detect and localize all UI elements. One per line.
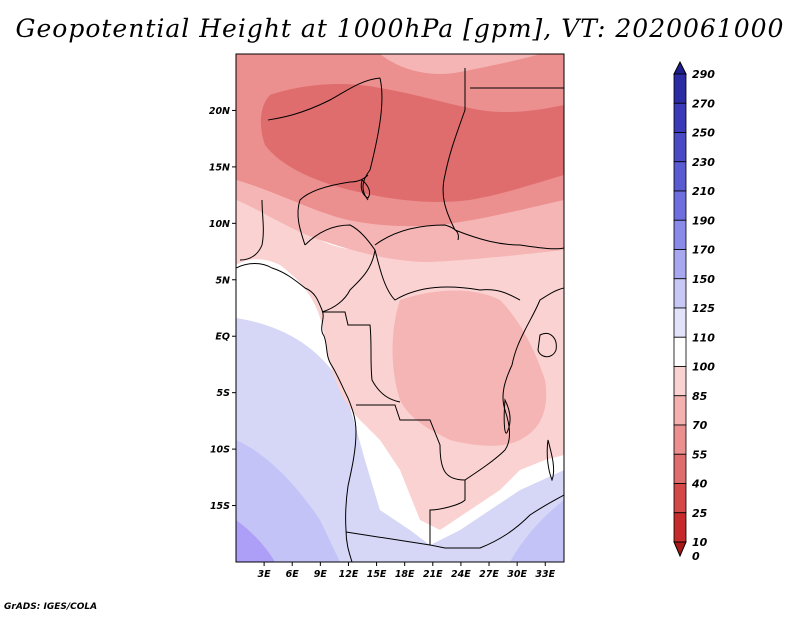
border-chad-car [374, 224, 459, 246]
lake-victoria [537, 333, 557, 358]
colorbar-label: 100 [692, 361, 715, 374]
colorbar-segment [673, 512, 687, 543]
border-drc-angola [356, 404, 466, 481]
colorbar-label: 0 [692, 550, 700, 563]
lon-label: 12E [339, 569, 359, 580]
lon-label: 3E [258, 569, 272, 580]
lat-label: 15N [209, 162, 230, 173]
colorbar-label: 85 [692, 390, 708, 403]
border-nigeria-niger [267, 77, 381, 121]
coastline [236, 263, 357, 562]
field-region-c110 [360, 420, 564, 545]
lon-label: 18E [395, 569, 415, 580]
chart-title: Geopotential Height at 1000hPa [gpm], VT… [15, 14, 785, 43]
colorbar-label: 190 [692, 214, 715, 227]
field-region-c150 [236, 440, 340, 562]
field-region-c150b [510, 500, 564, 562]
lon-label: 30E [507, 569, 527, 580]
lat-label: 5N [215, 275, 230, 286]
colorbar-segment [673, 73, 687, 104]
plot-frame [235, 53, 565, 563]
colorbar-segment [673, 278, 687, 309]
border-zambia-drc [464, 364, 513, 481]
latitude-axis: 20N 15N 10N 5N EQ 5S 10S 15S [209, 106, 236, 512]
field-region-c85b [236, 180, 564, 262]
lat-label: 10S [210, 445, 230, 456]
colorbar-segment [673, 424, 687, 455]
colorbar-segment [673, 366, 687, 397]
colorbar-label: 150 [692, 273, 715, 286]
border-sudan-ssudan [454, 229, 564, 250]
colorbar-label: 40 [691, 478, 708, 491]
lon-label: 27E [479, 569, 499, 580]
border-car-drc [374, 249, 521, 301]
colorbar-segment [673, 453, 687, 484]
border-namibia [345, 531, 431, 546]
colorbar-segment [673, 336, 687, 367]
colorbar-label: 250 [692, 127, 715, 140]
colorbar-segment [673, 395, 687, 426]
colorbar-label: 290 [692, 68, 715, 81]
lat-label: EQ [215, 332, 230, 343]
lon-label: 24E [451, 569, 471, 580]
lake-tanganyika [503, 398, 511, 434]
colorbar-segment [673, 161, 687, 192]
field-region-c170 [236, 520, 275, 562]
lon-label: 6E [286, 569, 300, 580]
lon-label: 9E [314, 569, 328, 580]
lat-label: 10N [209, 219, 230, 230]
lat-label: 15S [210, 501, 230, 512]
border-angola-zambia [429, 480, 466, 549]
colorbar-segment [673, 307, 687, 338]
lat-label: 5S [217, 388, 231, 399]
colorbar: 2902702502302101901701501251101008570554… [673, 60, 715, 563]
border-east-lakes [511, 287, 564, 366]
field-region-c125 [236, 318, 564, 562]
colorbar-bottom-arrow [673, 541, 687, 558]
border-chad-sudan [442, 68, 466, 231]
lat-label: 20N [209, 106, 230, 117]
lake-malawi [546, 439, 555, 482]
colorbar-label: 270 [692, 97, 715, 110]
border-west-strip [239, 199, 264, 261]
colorbar-label: 10 [692, 536, 708, 549]
colorbar-label: 210 [692, 185, 715, 198]
lon-label: 33E [535, 569, 555, 580]
colorbar-segment [673, 483, 687, 514]
colorbar-label: 230 [692, 156, 715, 169]
border-gabon-congo [322, 311, 401, 403]
colorbar-label: 55 [692, 448, 708, 461]
colorbar-segment [673, 249, 687, 280]
border-niger-chad [362, 77, 383, 201]
colorbar-segment [673, 190, 687, 221]
colorbar-label: 125 [692, 302, 715, 315]
colorbar-segment [673, 219, 687, 250]
colorbar-top-arrow [673, 60, 687, 75]
lon-label: 15E [367, 569, 387, 580]
colorbar-label: 170 [692, 244, 715, 257]
longitude-axis: 3E 6E 9E 12E 15E 18E 21E 24E 27E 30E 33E [258, 562, 556, 580]
field-region-c85c [380, 54, 540, 74]
field-region-c55 [260, 84, 564, 202]
border-cameroon [304, 224, 376, 313]
lon-label: 21E [423, 569, 443, 580]
colorbar-segment [673, 102, 687, 133]
country-borders [236, 68, 564, 562]
colorbar-label: 25 [692, 507, 708, 520]
border-zambia-south [445, 494, 564, 549]
height-field [236, 54, 564, 562]
colorbar-segment [673, 132, 687, 163]
colorbar-label: 110 [692, 331, 715, 344]
colorbar-label: 70 [692, 419, 708, 432]
lake-chad [360, 179, 371, 199]
grads-credit: GrADS: IGES/COLA [4, 602, 98, 612]
